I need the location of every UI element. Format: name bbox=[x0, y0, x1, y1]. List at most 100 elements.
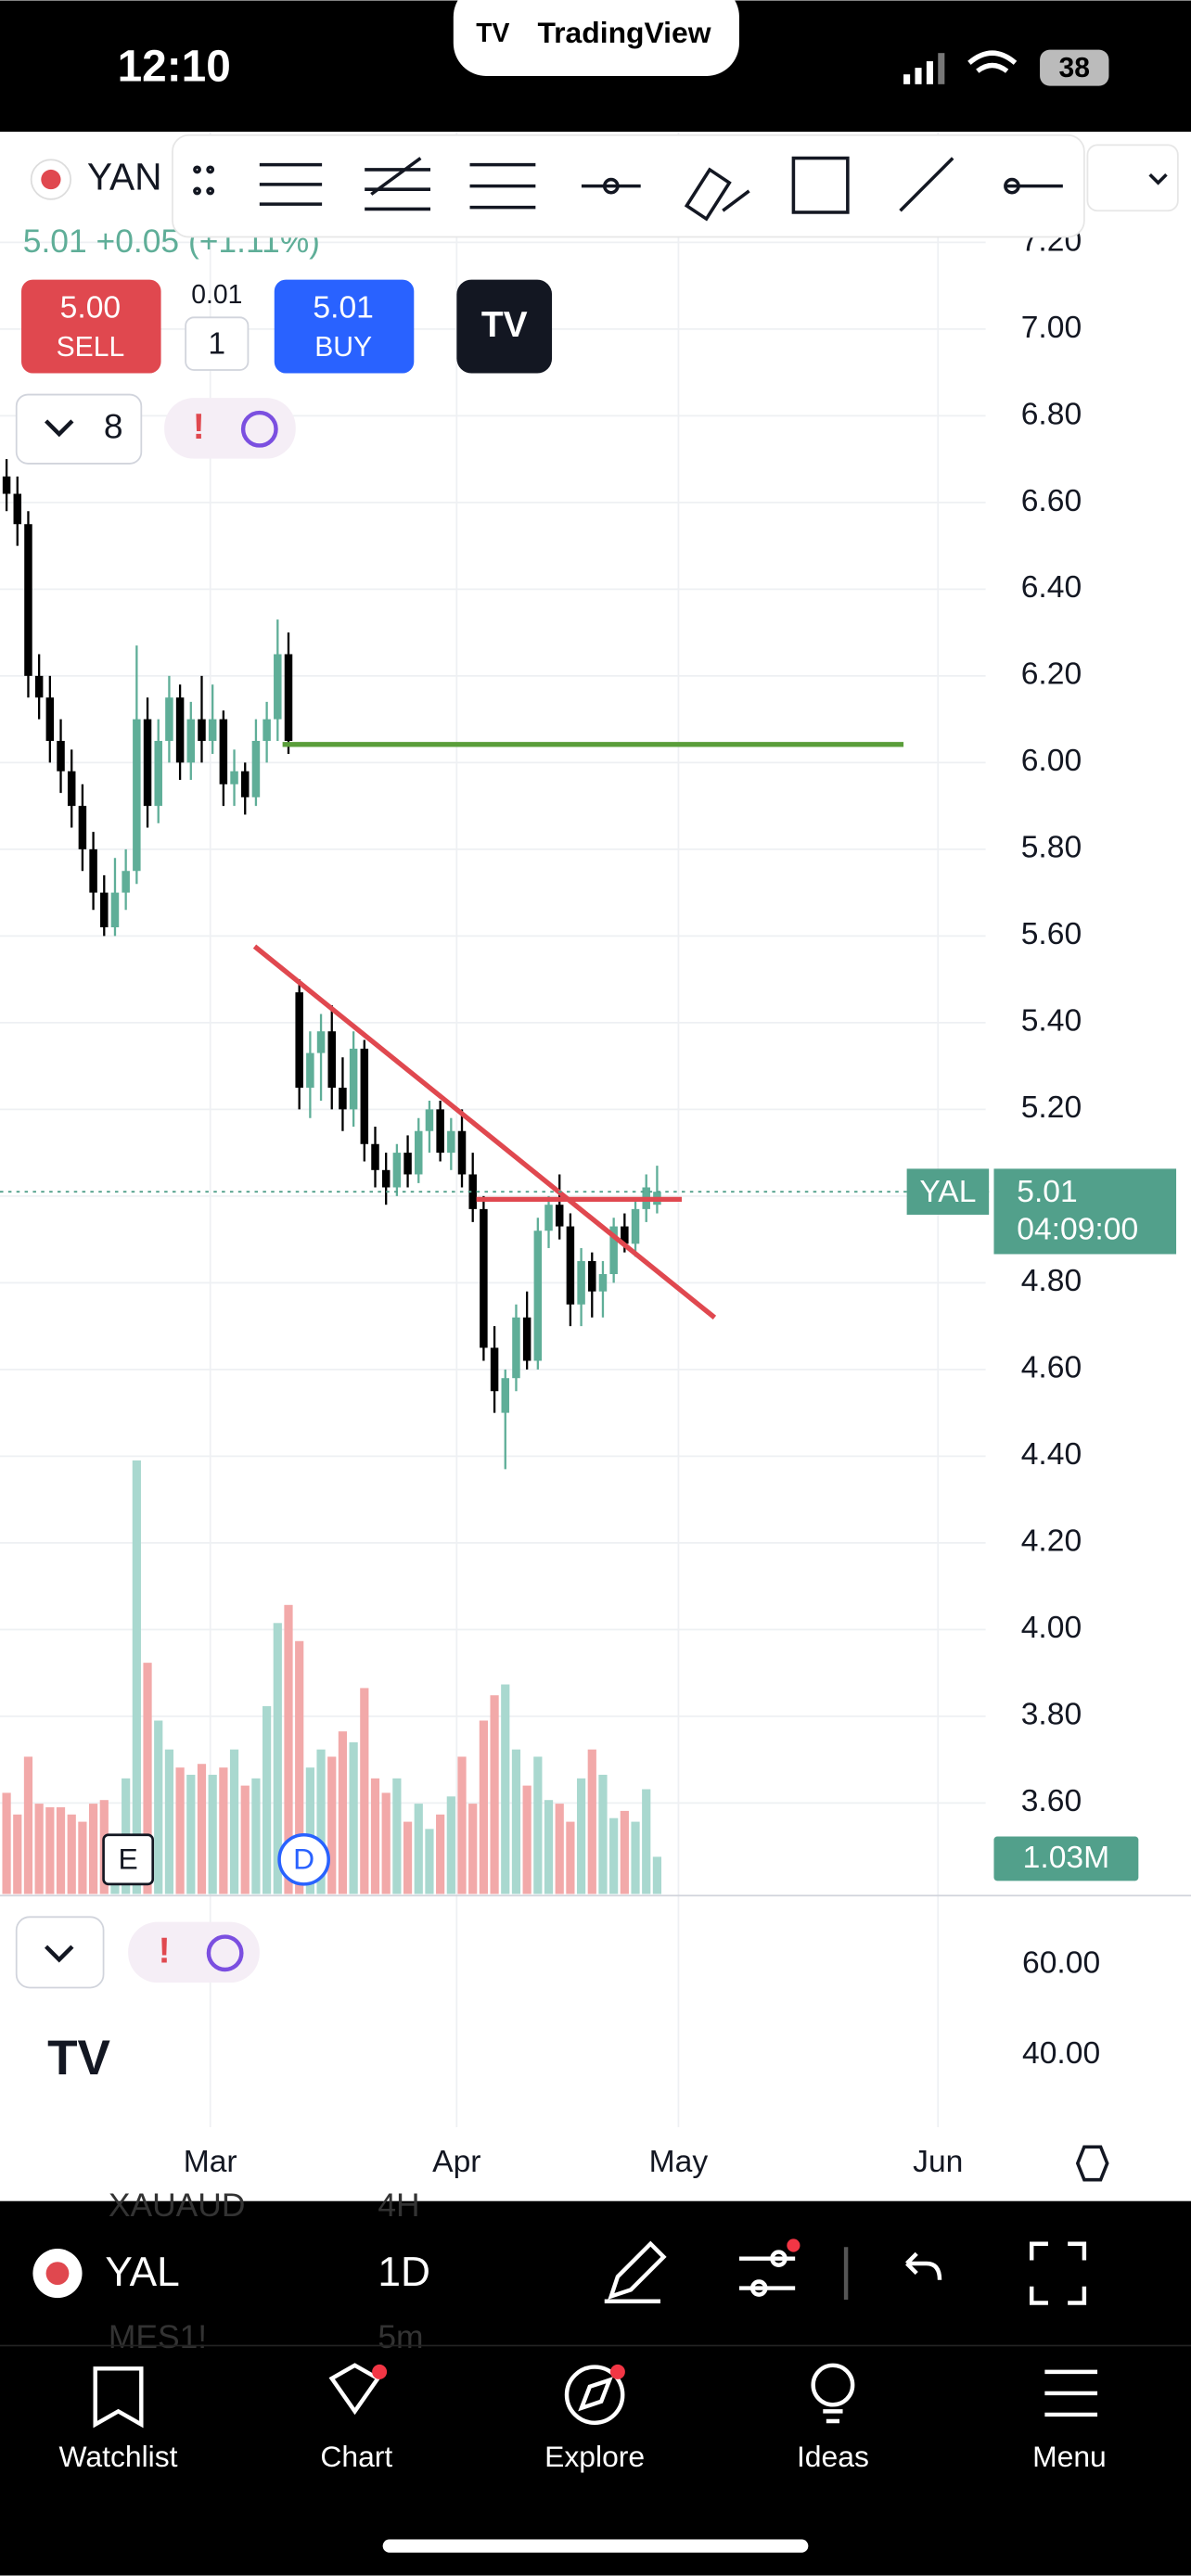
volume-bar bbox=[219, 1767, 228, 1894]
volume-bar bbox=[13, 1814, 22, 1894]
bottom-area bbox=[0, 2200, 1191, 2576]
candle-body bbox=[609, 1226, 618, 1275]
nav-item[interactable]: Chart bbox=[320, 2440, 392, 2473]
nav-item[interactable]: Ideas bbox=[797, 2440, 869, 2473]
volume-bar bbox=[78, 1821, 87, 1894]
volume-bar bbox=[305, 1767, 314, 1894]
sell-label: SELL bbox=[57, 332, 125, 363]
trend-line[interactable] bbox=[252, 944, 717, 1320]
volume-bar bbox=[414, 1804, 423, 1894]
indicators-toggle[interactable] bbox=[15, 393, 143, 465]
price-tag-value: 5.01 bbox=[1017, 1175, 1077, 1209]
dividend-marker[interactable] bbox=[277, 1832, 330, 1886]
volume-bar bbox=[251, 1778, 261, 1894]
volume-bar bbox=[631, 1821, 640, 1894]
candle-body bbox=[251, 740, 261, 797]
candle-body bbox=[306, 1052, 314, 1088]
volume-bar bbox=[175, 1767, 185, 1894]
badge bbox=[372, 2364, 388, 2379]
candle-body bbox=[533, 1231, 543, 1361]
toolbar-icons[interactable] bbox=[604, 2240, 1087, 2305]
earnings-marker[interactable] bbox=[102, 1833, 155, 1886]
volume-bar bbox=[576, 1778, 586, 1894]
y-tick-label: 6.60 bbox=[1021, 484, 1082, 518]
tv-watermark: TV bbox=[47, 2031, 110, 2085]
candle-body bbox=[457, 1130, 467, 1175]
nav-item[interactable]: Menu bbox=[1032, 2440, 1107, 2473]
volume-bar bbox=[468, 1804, 478, 1894]
volume-bar bbox=[88, 1804, 98, 1894]
candle-body bbox=[100, 892, 109, 928]
candle-body bbox=[165, 697, 173, 741]
symbol[interactable]: YAN bbox=[87, 155, 162, 198]
volume-bar bbox=[598, 1774, 608, 1894]
candle-body bbox=[263, 719, 271, 741]
volume-bar bbox=[229, 1749, 239, 1894]
candle-body bbox=[230, 771, 238, 784]
refresh-icon bbox=[206, 1934, 244, 1972]
candle-body bbox=[436, 1109, 444, 1154]
candle-body bbox=[295, 992, 303, 1088]
collapse-button[interactable] bbox=[15, 1916, 105, 1989]
settings-icon[interactable] bbox=[1075, 2145, 1109, 2182]
volume-bar bbox=[392, 1778, 402, 1894]
candle-body bbox=[240, 771, 250, 797]
volume-bar bbox=[143, 1663, 152, 1894]
volume-bar bbox=[403, 1821, 413, 1894]
toolbar-symbol[interactable]: YAL bbox=[105, 2250, 179, 2295]
y-tick-label: 6.20 bbox=[1021, 657, 1082, 692]
candle-body bbox=[24, 524, 32, 676]
candle-body bbox=[415, 1130, 423, 1175]
quantity-box[interactable] bbox=[185, 316, 250, 371]
volume-bar bbox=[2, 1792, 11, 1894]
volume-bar bbox=[360, 1688, 369, 1894]
y-tick-label: 4.80 bbox=[1021, 1264, 1082, 1298]
interval-dropdown[interactable] bbox=[1086, 144, 1179, 212]
candle-body bbox=[360, 1048, 369, 1144]
toolbar-interval[interactable]: 1D bbox=[378, 2250, 430, 2295]
candle-body bbox=[13, 493, 22, 525]
volume-bar bbox=[132, 1460, 141, 1894]
nav-item[interactable]: Explore bbox=[544, 2440, 645, 2473]
candle-body bbox=[621, 1226, 629, 1244]
candle-body bbox=[480, 1208, 488, 1348]
ghost-symbol: MES1! bbox=[109, 2318, 207, 2355]
candle-body bbox=[577, 1260, 585, 1305]
sell-price: 5.00 bbox=[60, 290, 121, 325]
volume-bar bbox=[620, 1810, 629, 1894]
x-tick-label: May bbox=[649, 2145, 709, 2179]
candle-body bbox=[327, 1031, 336, 1088]
buy-button[interactable] bbox=[274, 279, 415, 374]
candle-body bbox=[598, 1274, 608, 1292]
badge bbox=[787, 2238, 800, 2252]
signal bbox=[903, 53, 945, 84]
candle-body bbox=[284, 654, 293, 741]
oscillator-tick: 40.00 bbox=[1022, 2036, 1100, 2071]
candle-body bbox=[45, 697, 55, 741]
candle-body bbox=[78, 806, 87, 849]
volume-bar bbox=[34, 1804, 44, 1894]
clock: 12:10 bbox=[118, 43, 231, 92]
candle-body bbox=[522, 1317, 531, 1361]
sell-button[interactable] bbox=[21, 279, 161, 374]
volume-bar bbox=[425, 1829, 434, 1894]
volume-bar bbox=[295, 1640, 304, 1894]
nav-item[interactable]: Watchlist bbox=[58, 2440, 177, 2473]
candle-body bbox=[198, 719, 206, 741]
battery bbox=[1040, 49, 1109, 86]
candle-body bbox=[392, 1153, 402, 1188]
y-tick-label: 4.40 bbox=[1021, 1437, 1082, 1472]
volume-bar bbox=[381, 1792, 391, 1894]
x-tick-label: Jun bbox=[913, 2145, 963, 2179]
volume-bar bbox=[370, 1778, 380, 1894]
drawing-tools[interactable] bbox=[193, 156, 1063, 222]
last-volume: 1.03M bbox=[1023, 1841, 1109, 1875]
tv-button[interactable] bbox=[456, 279, 553, 374]
candle-body bbox=[133, 719, 141, 872]
volume-bar bbox=[457, 1756, 467, 1894]
candle-body bbox=[274, 654, 282, 720]
symbol-tag bbox=[906, 1168, 990, 1215]
candle-body bbox=[154, 740, 162, 807]
candle-body bbox=[219, 719, 228, 784]
